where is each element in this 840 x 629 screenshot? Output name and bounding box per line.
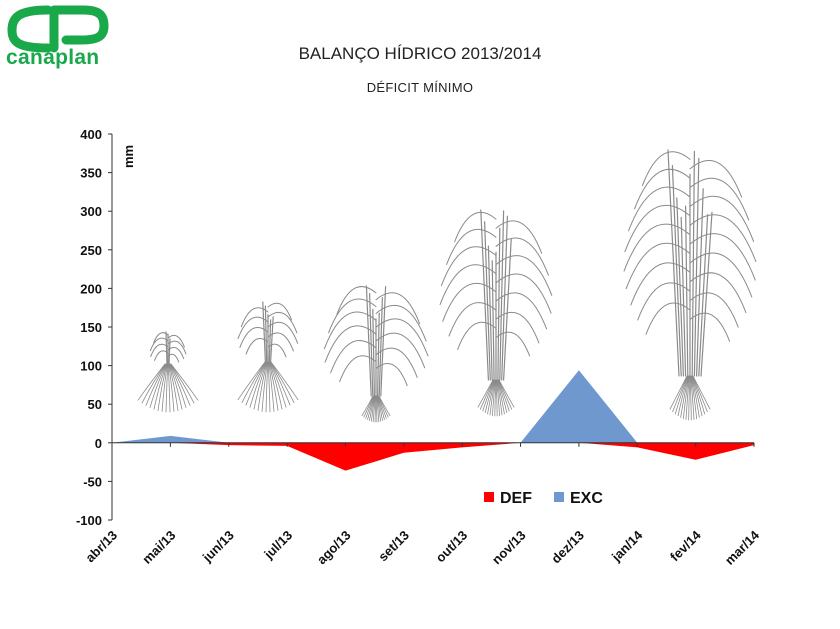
logo-text: canaplan [6,46,100,69]
y-tick-label: 400 [80,127,102,142]
y-tick-label: 50 [88,397,102,412]
legend-label-def: DEF [500,490,532,507]
chart-subtitle: DÉFICIT MÍNIMO [366,80,474,95]
x-tick-label: mar/14 [722,527,763,568]
y-tick-label: 350 [80,166,102,181]
x-tick-label: out/13 [433,528,471,566]
x-tick-label: jan/14 [608,527,646,565]
x-tick-label: fev/14 [667,527,704,564]
sugarcane-growth-illustrations [137,149,757,423]
x-tick-label: jun/13 [199,528,237,566]
x-tick-label: ago/13 [314,528,354,568]
y-tick-label: -50 [83,474,102,489]
legend-label-exc: EXC [570,490,603,507]
sugarcane-plant-illustration [439,209,553,417]
y-tick-label: 200 [80,281,102,296]
legend-swatch-def [484,492,494,502]
y-tick-label: 150 [80,320,102,335]
x-tick-labels: abr/13 mai/13 jun/13 jul/13 ago/13 set/13 out/… [82,527,762,568]
sugarcane-plant-illustration [237,301,299,413]
sugarcane-plant-illustration [137,331,199,413]
x-tick-label: mai/13 [139,528,178,567]
legend-swatch-exc [554,492,564,502]
legend: DEF EXC [484,490,603,507]
x-tick-label: set/13 [375,528,412,565]
series-area-exc [112,370,754,443]
logo-c-mark [7,5,53,53]
y-tick-label: 250 [80,243,102,258]
sugarcane-plant-illustration [623,149,757,421]
x-tick-label: nov/13 [489,528,529,568]
y-tick-label: -100 [76,513,102,528]
x-tick-label: dez/13 [548,528,587,567]
y-tick-label: 0 [95,436,102,451]
y-tick-label: 100 [80,359,102,374]
y-tick-label: 300 [80,204,102,219]
y-tick-labels: 400 350 300 250 200 150 100 50 0 -50 -100 [76,127,102,528]
canaplan-logo [7,5,109,53]
sugarcane-plant-illustration [323,285,429,423]
chart-axes [108,133,755,521]
x-tick-label: jul/13 [260,528,295,563]
x-tick-label: abr/13 [82,528,120,566]
series-areas [112,370,754,471]
series-area-def [112,442,754,471]
y-axis-label: mm [121,145,136,168]
logo-p-mark [49,5,109,53]
chart-title: BALANÇO HÍDRICO 2013/2014 [298,44,542,63]
